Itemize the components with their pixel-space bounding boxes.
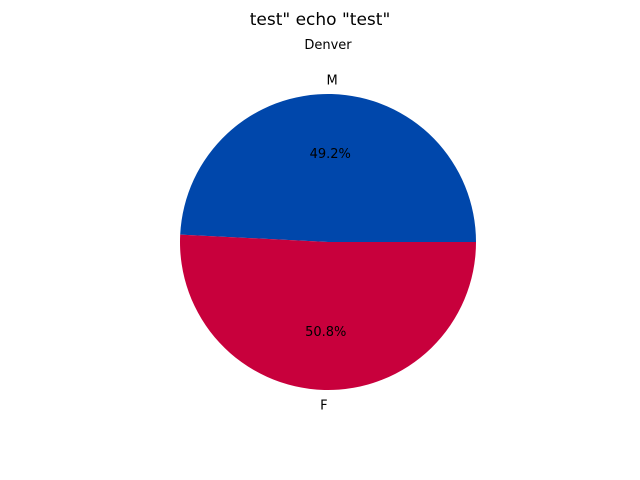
- slice-percent-m: 49.2%: [310, 147, 351, 162]
- slice-label-f: F: [320, 399, 327, 414]
- slice-label-m: M: [326, 73, 337, 88]
- chart-subtitle: Denver: [304, 38, 352, 53]
- pie-slices: [180, 94, 476, 390]
- pie-slice-f: [180, 234, 476, 390]
- chart-title: test" echo "test": [250, 10, 391, 30]
- slice-percent-f: 50.8%: [305, 325, 346, 340]
- pie-slice-m: [180, 94, 476, 242]
- pie-labels: M 49.2% F 50.8%: [305, 73, 351, 413]
